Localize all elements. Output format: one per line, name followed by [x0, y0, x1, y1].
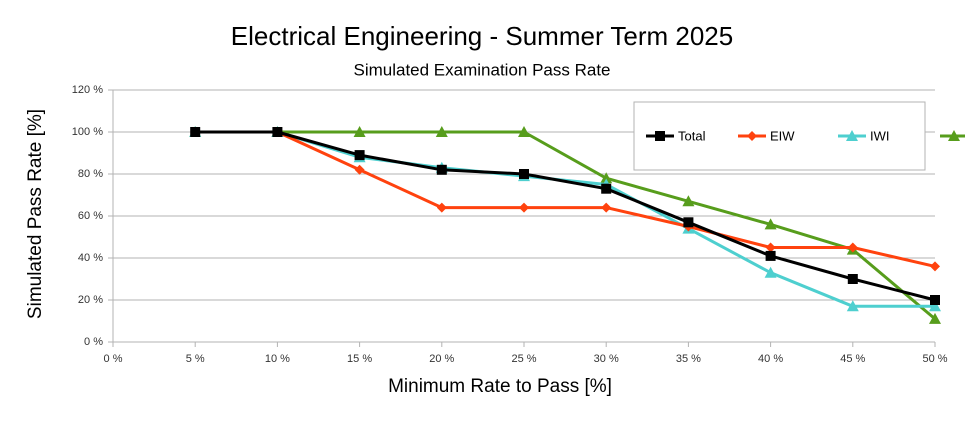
x-tick-label: 30 %	[594, 353, 619, 365]
marker	[765, 242, 776, 253]
y-tick-label: 100 %	[72, 126, 103, 138]
marker	[354, 164, 365, 175]
x-tick-label: 0 %	[104, 353, 123, 365]
marker	[948, 130, 960, 141]
y-tick-label: 20 %	[78, 294, 103, 306]
chart-title: Electrical Engineering - Summer Term 202…	[231, 21, 733, 51]
marker	[655, 131, 665, 141]
marker	[764, 218, 777, 230]
series-line	[195, 130, 936, 268]
y-tick-label: 60 %	[78, 210, 103, 222]
marker	[518, 126, 530, 137]
marker	[929, 300, 941, 312]
marker	[601, 202, 612, 213]
x-tick-label: 45 %	[840, 353, 865, 365]
marker	[764, 266, 777, 278]
marker	[682, 195, 695, 207]
legend: TotalEIWIWIEIB	[633, 101, 965, 171]
x-axis-label: Minimum Rate to Pass [%]	[388, 376, 612, 397]
y-tick-label: 40 %	[78, 252, 103, 264]
y-axis-label: Simulated Pass Rate [%]	[25, 109, 46, 319]
marker	[930, 261, 940, 272]
marker	[353, 126, 366, 137]
marker	[846, 130, 858, 141]
x-tick-label: 10 %	[265, 353, 290, 365]
x-tick-label: 50 %	[922, 353, 947, 365]
legend-label: EIW	[770, 128, 795, 143]
marker	[519, 169, 529, 179]
marker	[354, 150, 365, 161]
marker	[846, 300, 859, 312]
legend-label: Total	[678, 128, 706, 143]
marker	[190, 127, 201, 137]
x-tick-label: 35 %	[676, 353, 701, 365]
marker	[600, 172, 613, 184]
marker	[847, 274, 858, 284]
chart-subtitle: Simulated Examination Pass Rate	[353, 60, 610, 79]
marker	[436, 202, 447, 213]
x-tick-label: 25 %	[511, 353, 536, 365]
marker	[272, 127, 283, 137]
marker	[601, 183, 612, 194]
marker	[765, 250, 776, 261]
legend-box	[633, 101, 926, 171]
marker	[435, 126, 448, 137]
marker	[519, 202, 529, 213]
series-line	[195, 130, 936, 302]
x-tick-label: 15 %	[347, 353, 372, 365]
marker	[683, 217, 694, 228]
y-tick-label: 120 %	[72, 84, 103, 96]
marker	[930, 295, 940, 305]
series-line	[195, 130, 936, 321]
marker	[847, 242, 858, 253]
marker	[747, 131, 757, 141]
marker	[436, 164, 447, 175]
marker	[929, 312, 941, 324]
x-tick-label: 20 %	[429, 353, 454, 365]
y-tick-label: 0 %	[84, 336, 103, 348]
x-tick-label: 40 %	[758, 353, 783, 365]
legend-label: IWI	[870, 128, 890, 143]
x-tick-label: 5 %	[186, 353, 205, 365]
y-tick-label: 80 %	[78, 168, 103, 180]
